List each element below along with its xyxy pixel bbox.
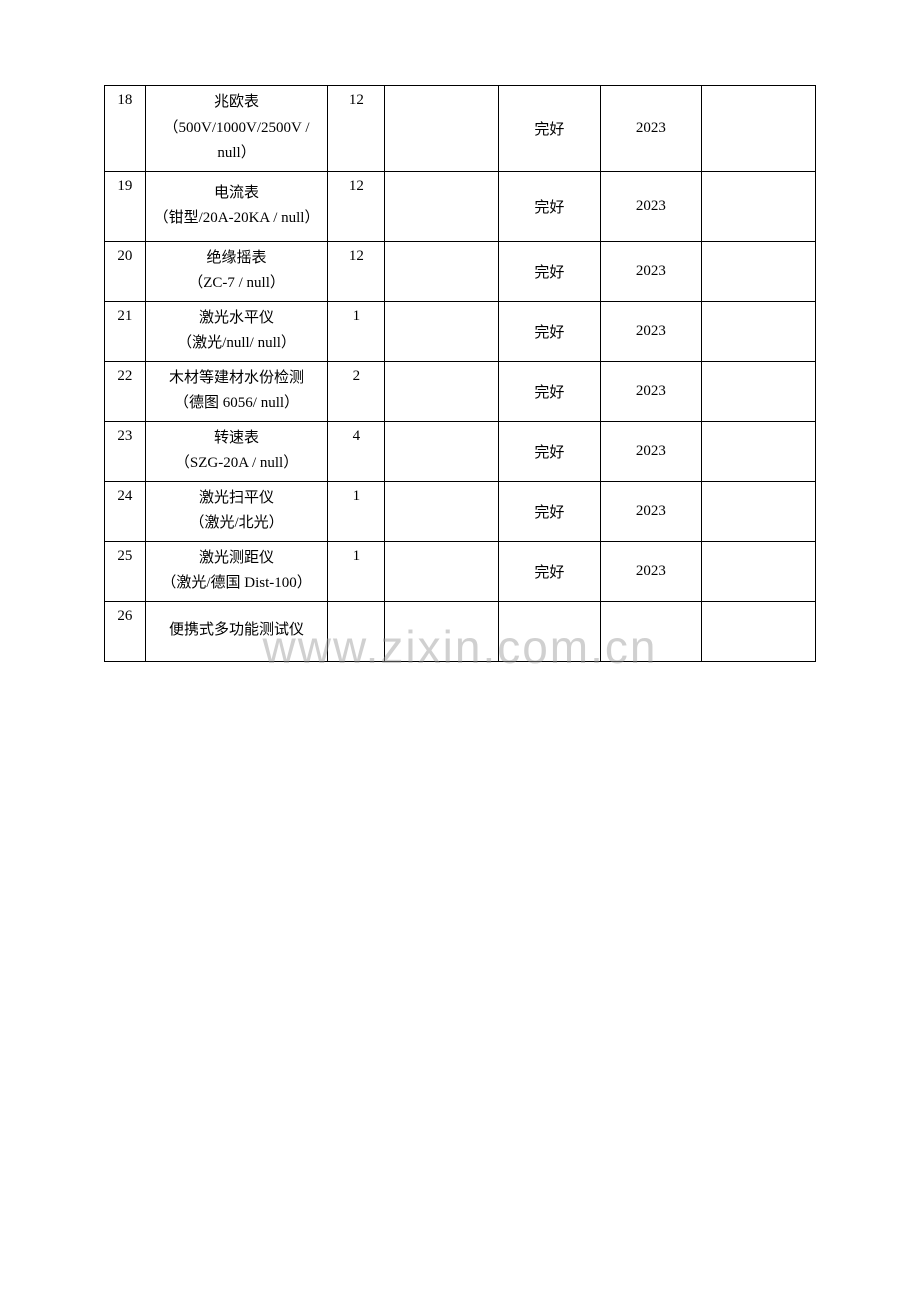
cell-name: 电流表 （钳型/20A-20KA / null）: [145, 171, 328, 241]
cell-year: 2023: [600, 541, 702, 601]
cell-qty: 1: [328, 541, 385, 601]
cell-status: 完好: [499, 301, 601, 361]
cell-num: 23: [105, 421, 146, 481]
table-row: 19 电流表 （钳型/20A-20KA / null） 12 完好 2023: [105, 171, 816, 241]
cell-name: 便携式多功能测试仪: [145, 601, 328, 661]
cell-qty: 2: [328, 361, 385, 421]
table-body: 18 兆欧表 （500V/1000V/2500V / null） 12 完好 2…: [105, 86, 816, 662]
name-line1: 激光扫平仪: [199, 490, 274, 506]
table-row: 24 激光扫平仪 （激光/北光） 1 完好 2023: [105, 481, 816, 541]
cell-num: 18: [105, 86, 146, 172]
cell-num: 19: [105, 171, 146, 241]
cell-year: 2023: [600, 421, 702, 481]
table-row: 23 转速表 （SZG-20A / null） 4 完好 2023: [105, 421, 816, 481]
name-line2: （SZG-20A / null）: [175, 455, 298, 471]
cell-year: 2023: [600, 361, 702, 421]
cell-blank1: [385, 601, 499, 661]
cell-num: 20: [105, 241, 146, 301]
cell-name: 激光水平仪 （激光/null/ null）: [145, 301, 328, 361]
cell-blank1: [385, 171, 499, 241]
cell-year: 2023: [600, 86, 702, 172]
cell-qty: [328, 601, 385, 661]
name-line2: （激光/null/ null）: [177, 335, 296, 351]
cell-num: 22: [105, 361, 146, 421]
cell-year: [600, 601, 702, 661]
cell-year: 2023: [600, 301, 702, 361]
name-line1: 电流表: [214, 185, 259, 201]
cell-year: 2023: [600, 171, 702, 241]
cell-qty: 4: [328, 421, 385, 481]
equipment-table: 18 兆欧表 （500V/1000V/2500V / null） 12 完好 2…: [104, 85, 816, 662]
name-line2: （激光/北光）: [189, 515, 283, 531]
cell-qty: 1: [328, 301, 385, 361]
cell-blank1: [385, 361, 499, 421]
name-line2: （500V/1000V/2500V / null）: [164, 120, 310, 162]
cell-blank2: [702, 421, 816, 481]
cell-qty: 12: [328, 171, 385, 241]
name-line2: （ZC-7 / null）: [188, 275, 285, 291]
cell-status: 完好: [499, 86, 601, 172]
name-line2: （激光/德国 Dist-100）: [161, 575, 311, 591]
cell-blank1: [385, 481, 499, 541]
table-row: 21 激光水平仪 （激光/null/ null） 1 完好 2023: [105, 301, 816, 361]
cell-blank2: [702, 171, 816, 241]
cell-qty: 12: [328, 86, 385, 172]
cell-status: 完好: [499, 481, 601, 541]
name-line1: 兆欧表: [214, 94, 259, 110]
cell-blank1: [385, 241, 499, 301]
cell-blank2: [702, 361, 816, 421]
cell-blank2: [702, 241, 816, 301]
name-line1: 便携式多功能测试仪: [169, 622, 304, 638]
name-line2: （德图 6056/ null）: [174, 395, 299, 411]
cell-blank1: [385, 86, 499, 172]
cell-qty: 12: [328, 241, 385, 301]
name-line1: 转速表: [214, 430, 259, 446]
cell-blank1: [385, 541, 499, 601]
cell-name: 绝缘摇表 （ZC-7 / null）: [145, 241, 328, 301]
cell-blank1: [385, 421, 499, 481]
cell-blank2: [702, 541, 816, 601]
cell-status: [499, 601, 601, 661]
cell-name: 激光扫平仪 （激光/北光）: [145, 481, 328, 541]
cell-blank1: [385, 301, 499, 361]
cell-blank2: [702, 601, 816, 661]
cell-status: 完好: [499, 361, 601, 421]
cell-num: 21: [105, 301, 146, 361]
cell-blank2: [702, 86, 816, 172]
cell-blank2: [702, 301, 816, 361]
cell-name: 木材等建材水份检测 （德图 6056/ null）: [145, 361, 328, 421]
cell-qty: 1: [328, 481, 385, 541]
cell-status: 完好: [499, 541, 601, 601]
cell-name: 转速表 （SZG-20A / null）: [145, 421, 328, 481]
table-row: 25 激光测距仪 （激光/德国 Dist-100） 1 完好 2023: [105, 541, 816, 601]
table-row: 18 兆欧表 （500V/1000V/2500V / null） 12 完好 2…: [105, 86, 816, 172]
name-line2: （钳型/20A-20KA / null）: [154, 210, 320, 226]
table-row: 26 便携式多功能测试仪: [105, 601, 816, 661]
page-container: 18 兆欧表 （500V/1000V/2500V / null） 12 完好 2…: [0, 0, 920, 662]
cell-status: 完好: [499, 171, 601, 241]
table-row: 20 绝缘摇表 （ZC-7 / null） 12 完好 2023: [105, 241, 816, 301]
cell-name: 兆欧表 （500V/1000V/2500V / null）: [145, 86, 328, 172]
cell-num: 26: [105, 601, 146, 661]
cell-year: 2023: [600, 241, 702, 301]
cell-blank2: [702, 481, 816, 541]
name-line1: 木材等建材水份检测: [169, 370, 304, 386]
cell-name: 激光测距仪 （激光/德国 Dist-100）: [145, 541, 328, 601]
name-line1: 绝缘摇表: [207, 250, 267, 266]
cell-status: 完好: [499, 421, 601, 481]
cell-status: 完好: [499, 241, 601, 301]
cell-num: 25: [105, 541, 146, 601]
name-line1: 激光水平仪: [199, 310, 274, 326]
cell-num: 24: [105, 481, 146, 541]
name-line1: 激光测距仪: [199, 550, 274, 566]
table-row: 22 木材等建材水份检测 （德图 6056/ null） 2 完好 2023: [105, 361, 816, 421]
cell-year: 2023: [600, 481, 702, 541]
